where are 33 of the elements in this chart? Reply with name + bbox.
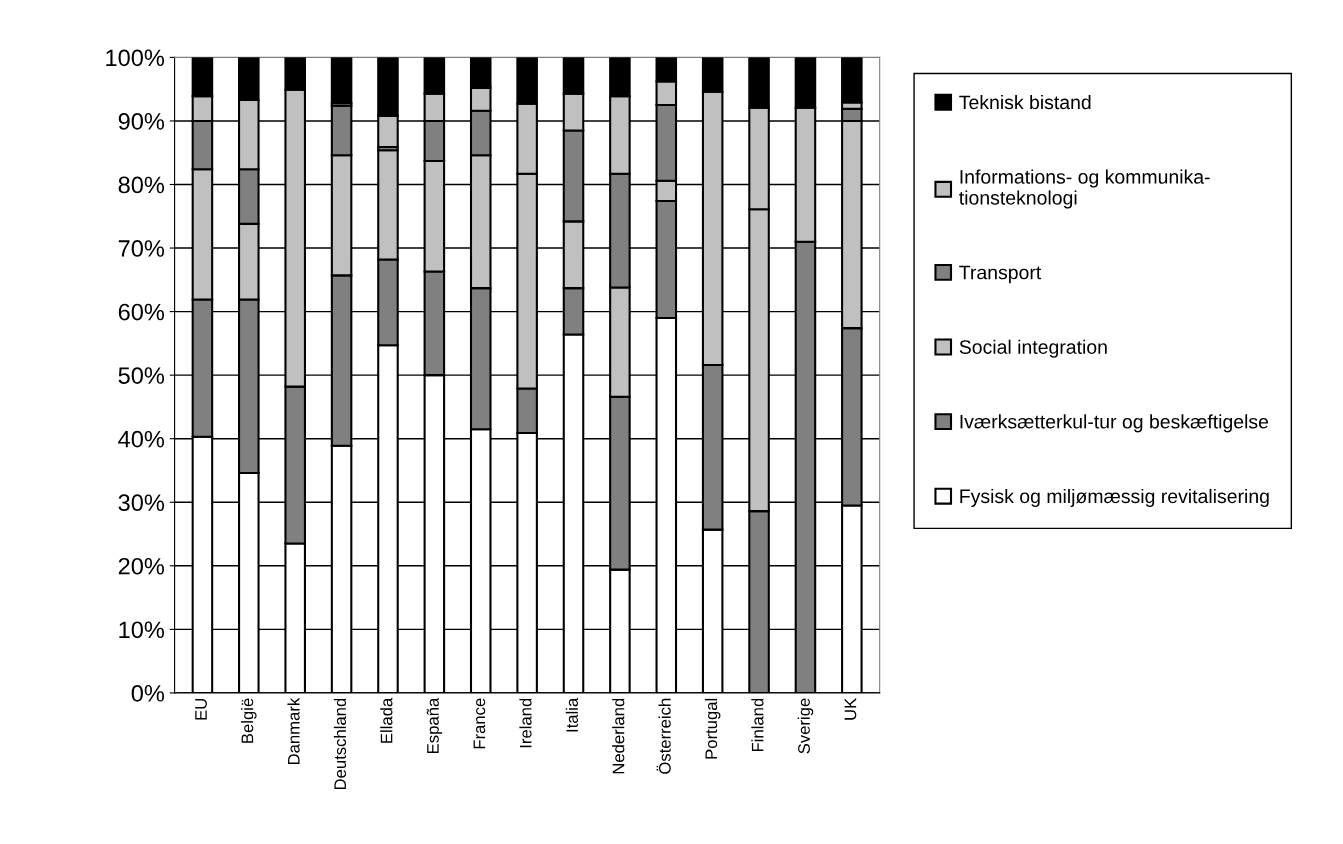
legend-label: Iværksætterkul-tur og beskæftigelse [960, 414, 1269, 433]
y-tick-label: 40% [118, 430, 165, 448]
y-tick-label: 0% [131, 684, 165, 702]
y-tick-label: 30% [118, 494, 165, 512]
y-tick-label: 50% [118, 367, 165, 384]
legend-label: Transport [959, 265, 1042, 284]
y-tick-label: 70% [118, 240, 165, 257]
y-tick-label: 60% [118, 303, 165, 321]
x-tick-label: Ellada [380, 697, 393, 743]
legend-label: Informations- og kommunika- tionsteknologi [959, 169, 1210, 209]
y-tick-label: 80% [118, 176, 165, 194]
x-tick-label: UK [844, 697, 857, 720]
x-tick-label: Finland [751, 698, 764, 752]
legend-label: Social integration [959, 339, 1107, 358]
y-tick-label: 10% [119, 621, 165, 639]
x-tick-label: Sverige [797, 698, 814, 754]
x-tick-label: Danmark [287, 697, 300, 765]
x-tick-label: Nederland [612, 698, 625, 774]
x-tick-label: Portugal [704, 698, 721, 759]
x-tick-label: Italia [565, 697, 578, 732]
x-tick-label: EU [195, 699, 207, 720]
x-tick-label: Österreich [656, 698, 671, 774]
bar [330, 57, 353, 105]
y-tick-label: 90% [118, 113, 165, 130]
x-tick-label: España [426, 697, 443, 753]
x-tick-label: France [473, 698, 486, 749]
x-tick-label: België [241, 698, 257, 743]
legend-label: Teknisk bistand [959, 94, 1091, 110]
legend-label: Fysisk og miljømæssig revitalisering [960, 488, 1269, 508]
x-tick-label: Deutschland [333, 698, 347, 790]
y-tick-label: 100% [106, 49, 165, 67]
x-tick-label: Ireland [519, 698, 532, 748]
y-tick-label: 20% [118, 557, 165, 575]
